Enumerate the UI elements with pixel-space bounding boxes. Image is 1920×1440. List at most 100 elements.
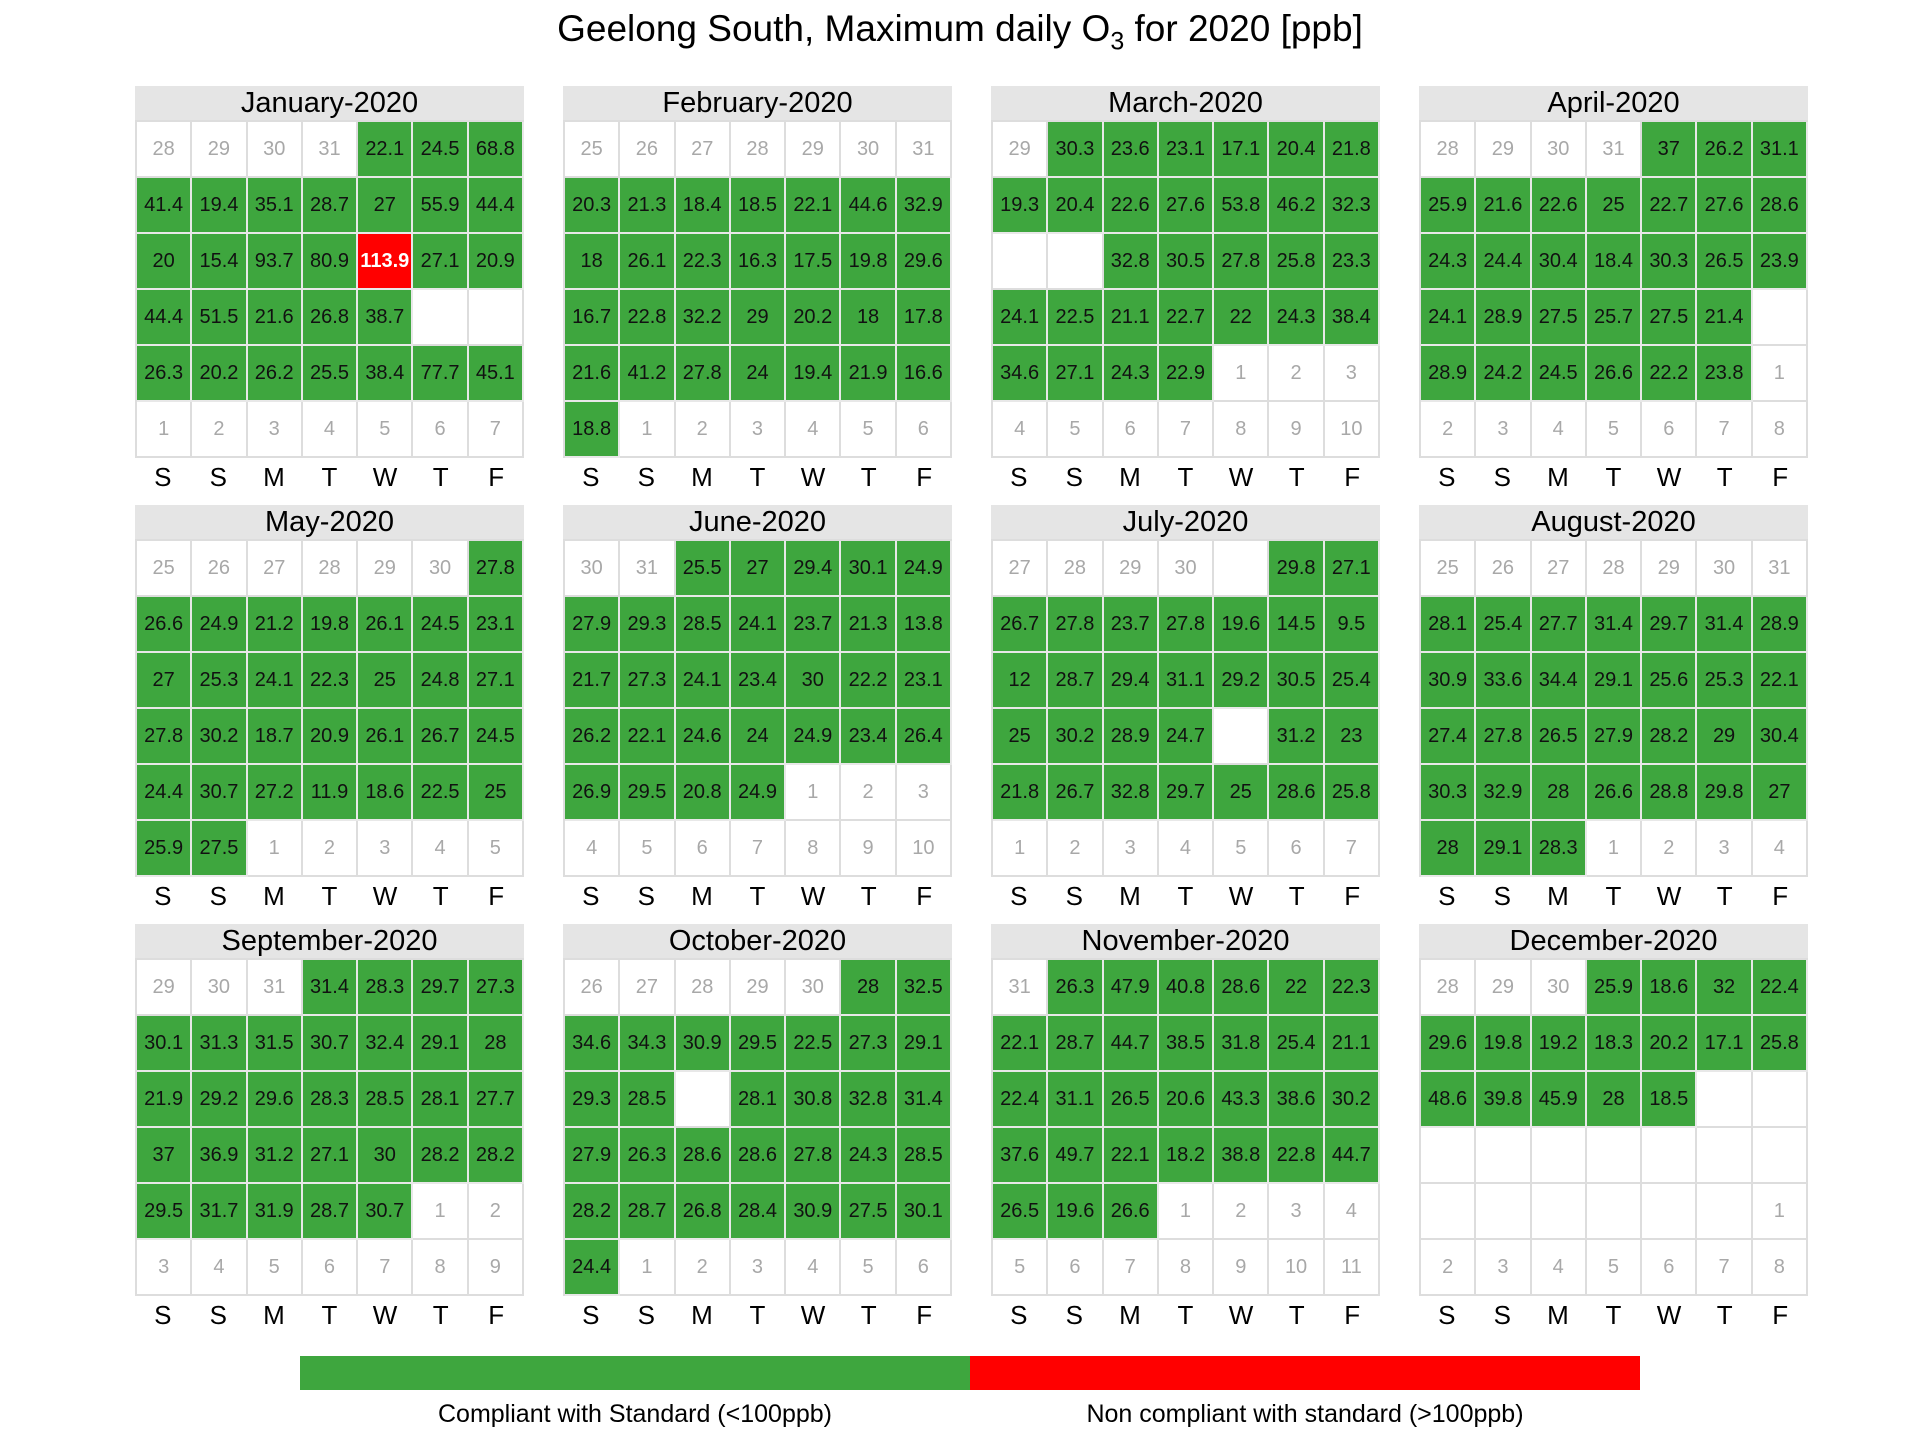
day-cell-compliant: 29.8 [1269, 541, 1325, 597]
day-cell-compliant: 46.2 [1269, 178, 1325, 234]
day-cell-compliant: 27.7 [468, 1072, 524, 1128]
day-cell-compliant: 20.9 [468, 234, 524, 290]
day-cell-compliant: 33.6 [1476, 653, 1532, 709]
day-cell-other-month: 7 [1697, 402, 1753, 458]
day-cell-other-month: 28 [1421, 122, 1477, 178]
day-cell-compliant: 41.4 [137, 178, 193, 234]
day-cell-compliant: 26.2 [247, 346, 303, 402]
weekday-label: T [749, 462, 766, 492]
day-cell-missing [675, 1072, 731, 1128]
day-cell-other-month: 3 [137, 1240, 193, 1296]
day-cell-compliant: 26.5 [1697, 234, 1753, 290]
weekday-label: T [860, 1300, 877, 1330]
day-cell-other-month: 9 [1214, 1240, 1270, 1296]
day-cell-compliant: 30.2 [192, 709, 248, 765]
day-cell-compliant: 27.1 [413, 234, 469, 290]
day-cell-other-month: 26 [565, 960, 621, 1016]
month-title: December-2020 [1419, 924, 1808, 958]
day-cell-compliant: 29 [1697, 709, 1753, 765]
day-cell-compliant: 38.5 [1158, 1016, 1215, 1072]
month-panel: September-2020 29 30 31 31.4 28.3 29.7 27.3 30.1… [135, 924, 524, 1334]
day-cell-compliant: 30.7 [302, 1016, 359, 1072]
day-cell-compliant: 27.8 [1048, 597, 1104, 653]
day-cell-compliant: 24 [730, 709, 787, 765]
weekday-label: S [637, 881, 656, 911]
day-cell-compliant: 22.4 [993, 1072, 1049, 1128]
month-grid: 29 30.3 23.6 23.1 17.1 20.4 21.8 19.3 20.4 22.6 27… [991, 120, 1380, 458]
day-cell-compliant: 19.6 [1048, 1184, 1104, 1240]
day-cell-compliant: 22.3 [302, 653, 359, 709]
day-cell-other-month: 8 [413, 1240, 469, 1296]
day-cell-compliant: 31.1 [1752, 122, 1808, 178]
day-cell-compliant: 29.1 [413, 1016, 469, 1072]
day-cell-compliant: 21.1 [1103, 290, 1159, 346]
day-cell-other-month: 31 [1586, 122, 1643, 178]
day-cell-missing [1642, 1184, 1698, 1240]
day-cell-compliant: 23.7 [1103, 597, 1159, 653]
weekday-label: F [1344, 1300, 1361, 1330]
day-cell-compliant: 22.7 [1158, 290, 1215, 346]
day-cell-compliant: 17.1 [1214, 122, 1270, 178]
day-cell-compliant: 28.2 [1642, 709, 1698, 765]
day-cell-compliant: 28 [468, 1016, 524, 1072]
day-cell-compliant: 25.8 [1324, 765, 1380, 821]
day-cell-compliant: 29.8 [1697, 765, 1753, 821]
day-cell-compliant: 25.8 [1752, 1016, 1808, 1072]
day-cell-other-month: 2 [1642, 821, 1698, 877]
weekday-label: W [372, 462, 398, 492]
day-cell-compliant: 32.3 [1324, 178, 1380, 234]
day-cell-compliant: 29.2 [192, 1072, 248, 1128]
day-cell-compliant: 30.9 [675, 1016, 731, 1072]
day-cell-compliant: 27.8 [786, 1128, 842, 1184]
day-cell-compliant: 20.4 [1048, 178, 1104, 234]
day-cell-compliant: 21.8 [1324, 122, 1380, 178]
day-cell-compliant: 31.7 [192, 1184, 248, 1240]
day-cell-compliant: 35.1 [247, 178, 303, 234]
day-cell-other-month: 7 [1697, 1240, 1753, 1296]
month-panel: July-2020 27 28 29 30 29.8 27.1 26.7 27.8 23.7 27.… [991, 505, 1380, 915]
day-cell-compliant: 30.7 [358, 1184, 414, 1240]
day-cell-compliant: 25 [1214, 765, 1270, 821]
weekday-label: T [432, 462, 449, 492]
day-cell-other-month: 4 [1531, 402, 1587, 458]
day-cell-missing [1586, 1128, 1643, 1184]
day-cell-compliant: 22.7 [1642, 178, 1698, 234]
day-cell-other-month: 6 [1103, 402, 1159, 458]
day-cell-other-month: 5 [1586, 402, 1643, 458]
day-cell-compliant: 29.6 [1421, 1016, 1477, 1072]
day-cell-other-month: 28 [1048, 541, 1104, 597]
day-cell-missing [1531, 1128, 1587, 1184]
day-cell-compliant: 21.2 [247, 597, 303, 653]
day-cell-other-month: 9 [841, 821, 897, 877]
day-cell-compliant: 28.8 [1642, 765, 1698, 821]
day-cell-compliant: 29.1 [1586, 653, 1643, 709]
day-cell-compliant: 21.1 [1324, 1016, 1380, 1072]
day-cell-other-month: 7 [358, 1240, 414, 1296]
day-cell-compliant: 17.1 [1697, 1016, 1753, 1072]
day-cell-compliant: 28.5 [896, 1128, 952, 1184]
day-cell-other-month: 26 [1476, 541, 1532, 597]
weekday-label: T [860, 462, 877, 492]
weekday-label: F [916, 1300, 933, 1330]
day-cell-other-month: 1 [1214, 346, 1270, 402]
day-cell-compliant: 38.8 [1214, 1128, 1270, 1184]
weekday-label: S [1438, 462, 1456, 492]
day-cell-compliant: 26.6 [1586, 765, 1643, 821]
day-cell-compliant: 28.7 [302, 1184, 359, 1240]
day-cell-compliant: 32.8 [841, 1072, 897, 1128]
weekday-label: S [1493, 1300, 1512, 1330]
day-cell-other-month: 6 [1269, 821, 1325, 877]
day-cell-compliant: 28.9 [1476, 290, 1532, 346]
day-cell-compliant: 27.9 [565, 597, 621, 653]
day-cell-compliant: 38.4 [358, 346, 414, 402]
day-cell-other-month: 1 [413, 1184, 469, 1240]
weekday-label: T [1716, 881, 1733, 911]
day-cell-compliant: 30.8 [786, 1072, 842, 1128]
weekday-label: M [691, 1300, 713, 1330]
day-cell-other-month: 1 [1752, 1184, 1808, 1240]
day-cell-compliant: 22.9 [1158, 346, 1215, 402]
weekday-label: S [1493, 462, 1512, 492]
day-cell-other-month: 3 [730, 402, 787, 458]
day-cell-compliant: 31.4 [1586, 597, 1643, 653]
day-cell-compliant: 24.1 [247, 653, 303, 709]
